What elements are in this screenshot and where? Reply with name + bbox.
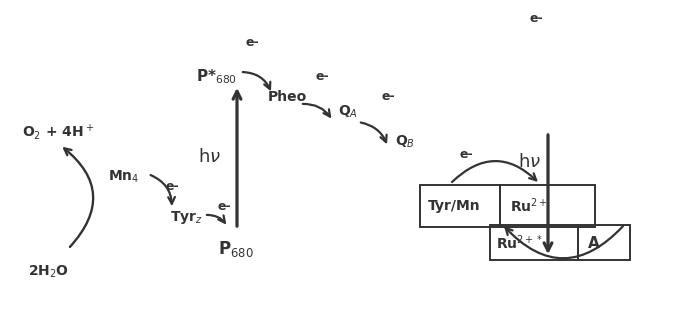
- Text: e-: e-: [217, 200, 230, 214]
- Text: 2H$_2$O: 2H$_2$O: [28, 264, 69, 280]
- Text: e-: e-: [459, 148, 473, 161]
- Text: e-: e-: [165, 180, 178, 193]
- Text: Mn$_4$: Mn$_4$: [108, 169, 139, 185]
- Text: Q$_A$: Q$_A$: [338, 104, 358, 120]
- Text: Q$_B$: Q$_B$: [395, 134, 415, 150]
- Text: Tyr/Mn: Tyr/Mn: [428, 199, 481, 213]
- Text: A: A: [588, 236, 600, 250]
- Text: Tyr$_z$: Tyr$_z$: [170, 209, 203, 225]
- Text: e-: e-: [529, 12, 542, 25]
- Text: e-: e-: [382, 90, 396, 103]
- Text: P*$_{680}$: P*$_{680}$: [196, 68, 237, 86]
- Text: P$_{680}$: P$_{680}$: [218, 239, 254, 259]
- Text: Ru$^{2+}$: Ru$^{2+}$: [510, 197, 548, 215]
- Text: e-: e-: [246, 36, 260, 49]
- Text: e-: e-: [315, 70, 328, 83]
- Text: Pheo: Pheo: [268, 90, 307, 104]
- Text: h$\nu$: h$\nu$: [518, 153, 541, 171]
- Text: O$_2$ + 4H$^+$: O$_2$ + 4H$^+$: [22, 122, 94, 142]
- Text: h$\nu$: h$\nu$: [198, 148, 221, 166]
- Text: Ru$^{2+*}$: Ru$^{2+*}$: [496, 234, 543, 252]
